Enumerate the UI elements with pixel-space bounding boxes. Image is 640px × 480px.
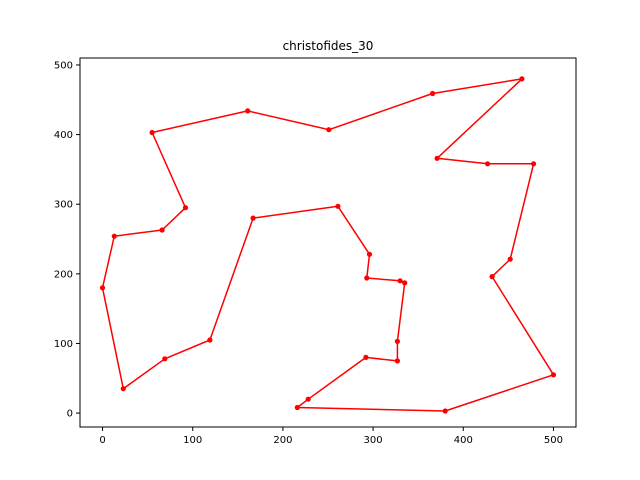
tour-point-1 xyxy=(430,90,436,97)
tour-point-28 xyxy=(485,161,491,167)
tour-point-14 xyxy=(366,251,373,257)
chart-title: christofides_30 xyxy=(283,39,374,53)
tour-point-10 xyxy=(162,356,168,362)
y-axis: 0 100 200 300 400 500 xyxy=(54,60,80,420)
tour-point-23 xyxy=(442,408,448,414)
tour-point-17 xyxy=(402,280,408,286)
y-tick-label: 400 xyxy=(54,130,73,141)
x-tick-label: 500 xyxy=(544,435,563,446)
x-tick-label: 0 xyxy=(99,435,105,446)
tour-point-2 xyxy=(326,127,332,133)
tour-point-8 xyxy=(99,285,106,291)
tour-point-20 xyxy=(363,354,369,360)
tour-point-11 xyxy=(207,337,213,343)
tour-point-3 xyxy=(245,108,251,114)
tour-point-25 xyxy=(489,274,495,280)
tour-point-18 xyxy=(394,338,400,344)
x-axis: 0 100 200 300 400 500 xyxy=(99,427,563,446)
x-tick-label: 400 xyxy=(454,435,473,446)
tour-point-15 xyxy=(364,275,370,281)
tour-point-19 xyxy=(394,358,400,364)
tour-point-13 xyxy=(335,203,341,209)
tour-point-5 xyxy=(182,205,189,211)
tour-point-26 xyxy=(507,256,513,262)
y-tick-label: 300 xyxy=(54,200,73,211)
tour-point-16 xyxy=(397,278,403,284)
tour-markers xyxy=(99,76,557,414)
tour-point-29 xyxy=(434,155,440,161)
x-tick-label: 300 xyxy=(364,435,383,446)
tour-point-6 xyxy=(159,227,165,233)
x-tick-label: 100 xyxy=(183,435,202,446)
y-tick-label: 200 xyxy=(54,269,73,280)
y-tick-label: 500 xyxy=(54,60,73,71)
axes-frame xyxy=(79,57,577,428)
tour-point-24 xyxy=(550,372,557,378)
tour-point-21 xyxy=(305,396,311,402)
x-tick-label: 200 xyxy=(273,435,292,446)
tour-point-22 xyxy=(294,404,300,411)
tour-point-4 xyxy=(149,129,155,136)
tour-point-7 xyxy=(111,233,117,239)
tour-point-0 xyxy=(519,76,525,82)
y-tick-label: 100 xyxy=(54,339,73,350)
tour-point-9 xyxy=(120,386,126,392)
tour-point-12 xyxy=(250,215,256,221)
plot-area xyxy=(79,57,577,428)
tour-point-27 xyxy=(531,161,537,167)
y-tick-label: 0 xyxy=(67,409,73,420)
